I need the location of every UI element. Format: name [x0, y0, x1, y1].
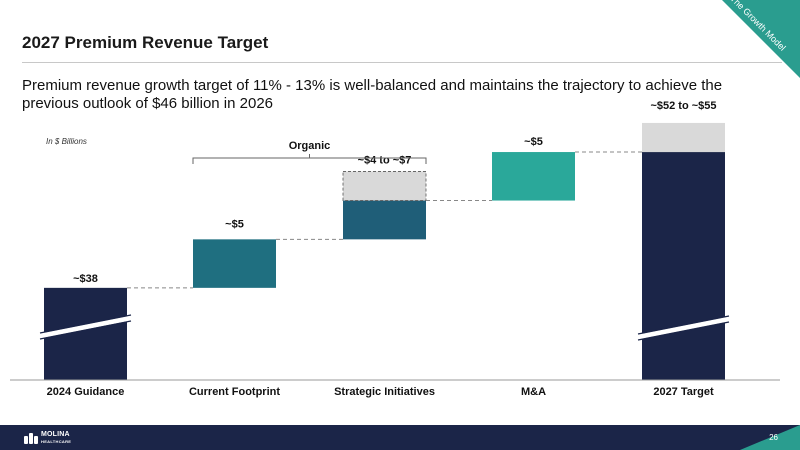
bar-current-footprint — [193, 239, 276, 288]
axis-break-line — [39, 314, 132, 334]
axis-break-line — [637, 315, 730, 335]
logo-people-icon — [24, 432, 38, 444]
waterfall-chart: ~$38 ~$5 ~$4 to ~$7 ~$5 ~$52 to ~$55 2024 Gui… — [10, 100, 780, 398]
x-tick-label: 2024 Guidance — [47, 386, 125, 398]
bar-strategic-initiatives-range — [342, 171, 427, 201]
data-label-2027-target: ~$52 to ~$55 — [650, 100, 716, 112]
organic-bracket — [192, 154, 427, 164]
data-label-ma: ~$5 — [524, 136, 543, 148]
logo-name: MOLINA — [41, 431, 70, 438]
x-tick-label: Strategic Initiatives — [334, 386, 435, 398]
x-tick-label: M&A — [521, 386, 546, 398]
axis-break-line — [39, 320, 132, 340]
axis-break-gap — [637, 316, 730, 340]
axis-break-line — [637, 321, 730, 341]
data-label-current-footprint: ~$5 — [225, 218, 244, 230]
bar-ma — [492, 152, 575, 201]
organic-bracket-label: Organic — [289, 140, 331, 152]
logo-subtitle: HEALTHCARE — [41, 439, 72, 444]
title-divider — [22, 62, 782, 63]
axis-break-gap — [39, 315, 132, 339]
x-tick-label: Current Footprint — [189, 386, 280, 398]
footer-bar — [0, 425, 800, 450]
subtitle: Premium revenue growth target of 11% - 1… — [22, 77, 723, 112]
x-tick-label: 2027 Target — [653, 386, 714, 398]
bar-2027-target — [642, 152, 725, 380]
page-number: 26 — [769, 433, 778, 442]
company-logo: MOLINA HEALTHCARE — [24, 431, 71, 445]
data-label-2024-guidance: ~$38 — [73, 273, 98, 285]
bar-2027-target-range — [642, 122, 725, 153]
corner-badge — [722, 0, 800, 78]
data-label-strategic-initiatives: ~$4 to ~$7 — [358, 154, 412, 166]
unit-note: In $ Billions — [46, 137, 87, 146]
footer-accent — [740, 425, 800, 450]
page-title: 2027 Premium Revenue Target — [22, 33, 269, 52]
bar-strategic-initiatives — [343, 200, 426, 240]
